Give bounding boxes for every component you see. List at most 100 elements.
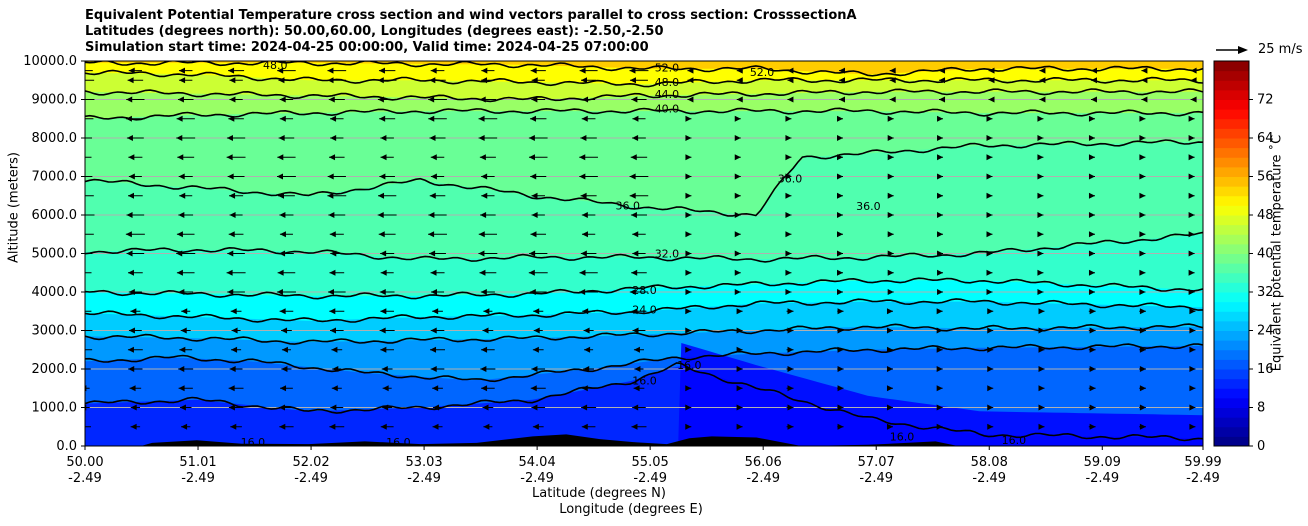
wind-vector-head <box>380 154 387 161</box>
wind-vector-head <box>1139 173 1146 180</box>
y-tick-label: 6000.0 <box>32 208 78 223</box>
wind-vector-head <box>939 77 946 84</box>
wind-vector-head <box>127 77 134 84</box>
colorbar-segment <box>1214 320 1249 331</box>
wind-vector-head <box>1139 327 1146 334</box>
wind-vector-head <box>531 212 538 218</box>
wind-vector-head <box>130 423 137 430</box>
wind-vector-head <box>579 289 586 295</box>
colorbar-segment <box>1214 70 1249 81</box>
wind-vector-head <box>281 366 288 372</box>
colorbar-tick-label: 8 <box>1257 401 1265 416</box>
wind-vector-head <box>279 404 286 411</box>
wind-vector-head <box>837 135 844 141</box>
wind-vector-head <box>632 231 639 238</box>
wind-vector-head <box>379 289 386 295</box>
chart-title: Equivalent Potential Temperature cross s… <box>85 8 857 56</box>
colorbar-tick-label: 24 <box>1257 324 1274 339</box>
wind-vector-head <box>378 67 385 74</box>
wind-vector-head <box>837 327 844 334</box>
x-tick-label-lat: 51.01 <box>179 455 216 470</box>
wind-vector-head <box>886 385 893 392</box>
wind-vector-head <box>228 385 235 392</box>
wind-vector-head <box>1139 289 1146 295</box>
wind-vector-head <box>1189 327 1196 334</box>
wind-vector-head <box>629 67 636 74</box>
wind-vector-head <box>1188 289 1195 295</box>
wind-vector-head <box>329 423 336 430</box>
contour-line-28 <box>85 298 1203 323</box>
wind-vector-head <box>229 96 236 103</box>
wind-vector-head <box>180 327 187 334</box>
wind-vector-head <box>837 289 844 295</box>
wind-vector-head <box>785 192 792 199</box>
wind-vector-head <box>785 154 792 161</box>
wind-vector-head <box>685 327 692 334</box>
wind-vector-head <box>988 67 995 74</box>
wind-vector-head <box>531 366 538 372</box>
terrain-fill <box>85 434 1203 446</box>
wind-vector-head <box>479 269 486 276</box>
wind-vector-head <box>478 250 485 257</box>
title-line-1: Equivalent Potential Temperature cross s… <box>85 8 857 23</box>
wind-vector-head <box>178 173 185 180</box>
colorbar-segment <box>1214 359 1249 370</box>
wind-vector-head <box>579 173 586 180</box>
wind-vector-head <box>327 192 334 199</box>
colorbar-segment <box>1214 378 1249 389</box>
wind-vector-head <box>886 308 893 315</box>
wind-vector-head <box>736 67 743 74</box>
wind-vector-head <box>580 135 587 141</box>
wind-vector-head <box>936 327 943 334</box>
contour-line-36.5 <box>85 139 1203 217</box>
wind-vector-head <box>1090 96 1097 103</box>
colorbar-segment <box>1214 215 1249 226</box>
contour-line-24 <box>85 323 1203 345</box>
y-tick-label: 0.0 <box>56 439 77 454</box>
wind-vector-head <box>377 96 384 103</box>
wind-vector-head <box>1088 289 1095 295</box>
colorbar-tick-label: 72 <box>1257 93 1274 108</box>
wind-vector-head <box>279 115 286 122</box>
wind-vector-head <box>129 385 136 392</box>
colorbar-segment <box>1214 436 1249 447</box>
wind-vector-head <box>379 115 386 122</box>
wind-vector-head <box>432 423 439 430</box>
wind-vector-head <box>886 423 893 430</box>
wind-vector-head <box>229 212 236 218</box>
wind-vector-head <box>582 96 589 103</box>
wind-vector-head <box>889 96 896 103</box>
wind-vector-head <box>1037 135 1044 141</box>
wind-vector-head <box>887 154 894 161</box>
wind-vector-head <box>428 96 435 103</box>
wind-vector-head <box>937 231 944 238</box>
contour-label: 16.0 <box>241 436 266 449</box>
colorbar-segment <box>1214 311 1249 322</box>
wind-vector-head <box>478 115 485 122</box>
wind-vector-head <box>685 154 692 161</box>
wind-vector-head <box>630 212 637 218</box>
wind-vector-head <box>1139 250 1146 257</box>
colorbar-segment <box>1214 417 1249 428</box>
wind-vector-head <box>937 173 944 180</box>
wind-vector-head <box>179 192 186 199</box>
wind-vector-head <box>128 327 135 334</box>
wind-vector-head <box>77 116 83 122</box>
colorbar-segment <box>1214 138 1249 149</box>
colorbar-tick-label: 16 <box>1257 362 1274 377</box>
x-tick-label-lon: -2.49 <box>68 471 102 486</box>
wind-vector-head <box>629 173 636 180</box>
wind-vector-head <box>1141 67 1148 74</box>
colorbar-segment <box>1214 282 1249 293</box>
wind-vector-head <box>1088 250 1095 257</box>
wind-vector-head <box>634 366 641 372</box>
wind-vector-head <box>886 327 893 334</box>
wind-vector-head <box>531 404 538 411</box>
wind-vector-head <box>1088 212 1095 218</box>
wind-vector-head <box>1141 96 1148 103</box>
wind-vector-head <box>481 192 488 199</box>
contour-label: 32.0 <box>655 248 680 261</box>
wind-vector-head <box>887 250 894 257</box>
wind-vector-head <box>481 346 488 353</box>
wind-vector-head <box>887 212 894 218</box>
